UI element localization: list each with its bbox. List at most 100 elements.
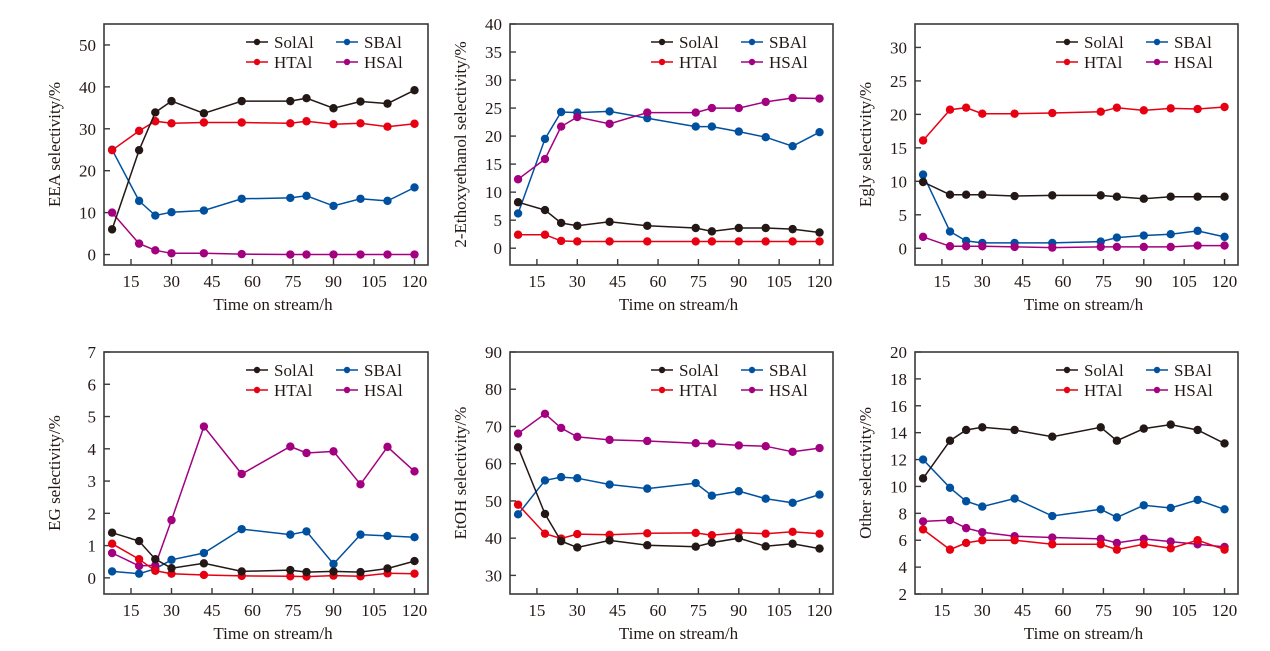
legend-item-hsal: HSAl: [1146, 381, 1213, 400]
x-tick-label: 75: [1095, 272, 1112, 291]
data-point-htal: [788, 237, 797, 246]
data-point-sbal: [286, 193, 295, 203]
data-point-sbal: [691, 122, 700, 131]
data-point-solal: [329, 567, 338, 576]
legend-label: SBAl: [364, 361, 402, 380]
x-tick-label: 90: [325, 272, 342, 291]
x-tick-label: 75: [1095, 601, 1112, 620]
legend-marker: [658, 38, 666, 46]
legend-item-solal: SolAl: [1056, 33, 1124, 52]
data-point-htal: [513, 500, 523, 509]
data-point-solal: [1193, 425, 1202, 435]
data-point-htal: [961, 103, 971, 112]
series-htal: [513, 500, 824, 543]
data-point-hsal: [978, 527, 987, 537]
legend-marker: [343, 386, 351, 394]
data-point-solal: [107, 225, 117, 234]
y-tick-label: 10: [890, 477, 907, 496]
data-point-sbal: [540, 134, 550, 144]
y-tick-label: 7: [88, 343, 97, 362]
series-sbal: [918, 170, 1229, 248]
y-tick-label: 14: [890, 424, 908, 443]
data-point-hsal: [643, 436, 652, 446]
series-line-sbal: [111, 149, 415, 217]
y-axis-title: EtOH selectivity/%: [451, 407, 470, 540]
data-point-solal: [540, 205, 550, 215]
series-htal: [513, 230, 824, 246]
y-tick-label: 18: [890, 370, 907, 389]
legend: SolAl SBAl HTAl HSAl: [246, 33, 403, 72]
series-line-sbal: [922, 174, 1225, 244]
legend-label: HTAl: [679, 53, 718, 72]
data-point-solal: [1139, 194, 1148, 203]
legend-label: SolAl: [1084, 33, 1124, 52]
chart-panel-3: 15 30 45 60 75 90 105 120 0 5 10 15 20 25 30 Time on st…: [856, 23, 1239, 314]
data-point-hsal: [1112, 242, 1122, 252]
data-point-sbal: [410, 533, 419, 542]
data-point-htal: [691, 528, 700, 538]
y-tick-label: 6: [88, 375, 97, 394]
x-tick-label: 105: [361, 272, 387, 291]
legend-item-solal: SolAl: [1056, 361, 1124, 380]
data-point-htal: [1220, 102, 1229, 112]
data-point-solal: [286, 565, 295, 575]
y-tick-label: 70: [485, 417, 502, 436]
data-point-htal: [707, 530, 717, 540]
legend-marker: [1063, 366, 1071, 374]
legend: SolAl SBAl HTAl HSAl: [651, 33, 808, 72]
legend-label: HTAl: [274, 381, 313, 400]
x-tick-label: 30: [163, 601, 180, 620]
series-htal: [918, 525, 1229, 554]
data-point-htal: [1166, 544, 1175, 553]
data-point-solal: [978, 190, 987, 199]
legend-item-htal: HTAl: [246, 53, 313, 72]
data-point-hsal: [573, 432, 582, 442]
legend-marker: [748, 386, 756, 394]
data-point-htal: [1139, 106, 1148, 115]
data-point-htal: [1139, 540, 1148, 549]
data-point-sbal: [356, 530, 365, 539]
data-point-sbal: [134, 196, 144, 206]
chart-panel-1: 15 30 45 60 75 90 105 120 0 10 20 30 40 50 Time on str…: [45, 23, 429, 314]
data-point-solal: [643, 541, 652, 550]
data-point-solal: [945, 436, 955, 445]
data-point-solal: [1220, 439, 1229, 448]
y-tick-label: 80: [485, 380, 502, 399]
data-point-sbal: [761, 133, 770, 142]
data-point-sbal: [1166, 230, 1175, 239]
data-point-solal: [134, 145, 144, 155]
data-point-htal: [978, 109, 987, 118]
data-point-solal: [199, 109, 209, 118]
x-tick-label: 120: [807, 272, 833, 291]
data-point-htal: [945, 105, 955, 114]
data-point-sbal: [356, 194, 365, 203]
series-line-solal: [517, 447, 820, 550]
data-point-sbal: [513, 209, 523, 218]
data-point-sbal: [605, 107, 614, 116]
y-tick-label: 60: [485, 455, 502, 474]
series-htal: [107, 117, 419, 155]
y-tick-label: 40: [485, 529, 502, 548]
data-point-hsal: [734, 103, 743, 113]
y-tick-label: 2: [899, 585, 908, 604]
series-solal: [107, 86, 419, 234]
data-point-hsal: [788, 447, 797, 456]
data-point-solal: [918, 474, 928, 483]
data-point-hsal: [1166, 242, 1175, 252]
data-point-sbal: [410, 183, 419, 192]
data-point-hsal: [1139, 242, 1148, 252]
data-point-sbal: [573, 474, 582, 483]
x-tick-label: 15: [933, 601, 950, 620]
data-point-solal: [815, 228, 824, 237]
x-axis-title: Time on stream/h: [1024, 624, 1144, 643]
data-point-htal: [540, 230, 550, 239]
legend-item-htal: HTAl: [651, 381, 718, 400]
y-tick-label: 4: [88, 440, 97, 459]
data-point-htal: [1096, 107, 1105, 116]
x-tick-label: 105: [361, 601, 387, 620]
data-point-solal: [573, 221, 582, 230]
legend-marker: [253, 38, 261, 46]
data-point-hsal: [1220, 241, 1229, 250]
data-point-htal: [107, 145, 117, 155]
data-point-solal: [383, 564, 392, 573]
